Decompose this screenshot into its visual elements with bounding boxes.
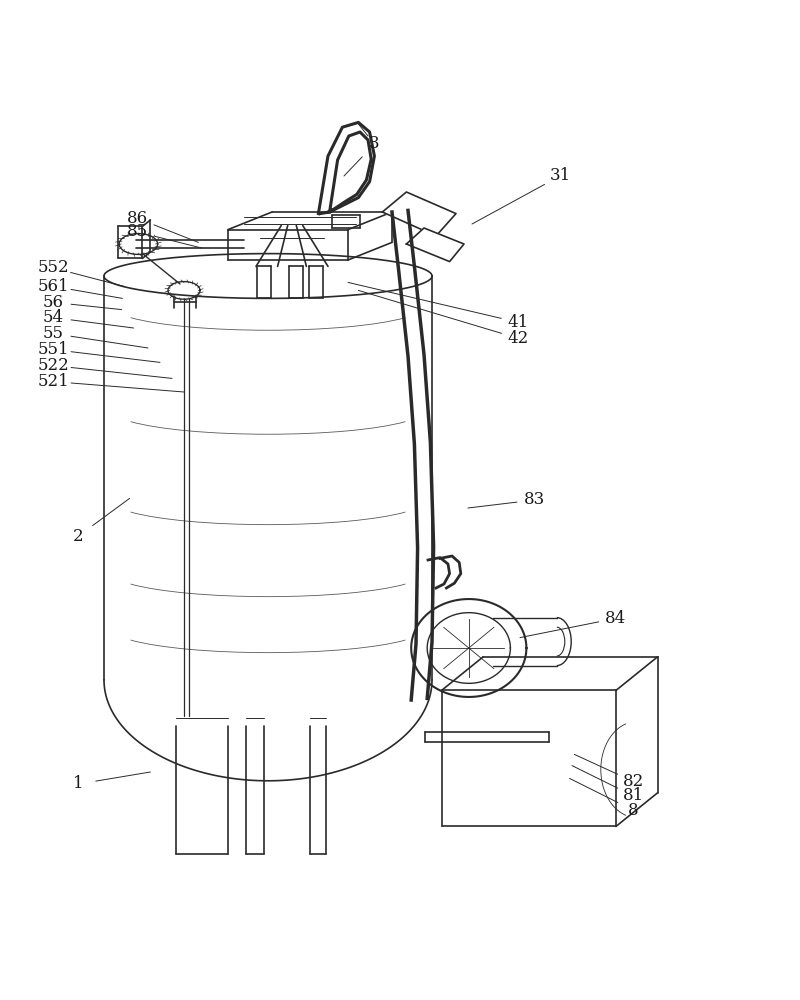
Polygon shape [406,228,464,262]
Text: 42: 42 [508,330,529,347]
Text: 83: 83 [524,491,545,508]
Polygon shape [382,192,456,236]
Text: 41: 41 [508,314,529,331]
Text: 86: 86 [127,210,148,227]
Text: 3: 3 [369,135,380,152]
Text: 522: 522 [38,357,70,374]
Text: 31: 31 [550,167,570,184]
Text: 561: 561 [38,278,70,295]
Text: 81: 81 [623,788,644,804]
Text: 2: 2 [73,528,84,545]
Text: 55: 55 [43,325,64,342]
Text: 56: 56 [43,294,64,311]
Text: 82: 82 [623,773,644,790]
Text: 551: 551 [38,341,70,358]
Text: 54: 54 [43,309,64,326]
Text: 8: 8 [628,802,639,819]
Text: 552: 552 [38,259,70,276]
Text: 85: 85 [127,224,148,240]
Text: 521: 521 [38,373,70,390]
Text: 1: 1 [73,776,84,792]
Text: 84: 84 [606,610,626,627]
